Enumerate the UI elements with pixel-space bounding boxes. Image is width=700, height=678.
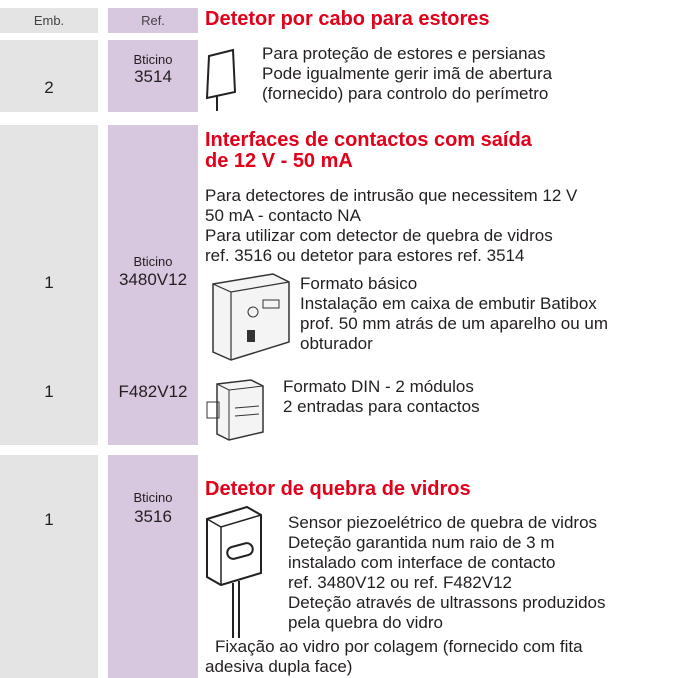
glass-break-icon — [206, 505, 262, 638]
item-line: Formato básico — [300, 274, 418, 293]
cable-detector-icon — [205, 48, 237, 111]
section-title-line: Interfaces de contactos com saída — [205, 129, 532, 151]
item-text: Sensor piezoelétrico de quebra de vidros… — [288, 513, 606, 633]
item-note: Fixação ao vidro por colagem (fornecido … — [215, 637, 583, 656]
item-line: pela quebra do vidro — [288, 613, 444, 632]
ref-code: F482V12 — [118, 382, 188, 401]
item-line: 2 entradas para contactos — [283, 397, 480, 416]
emb-bg — [0, 40, 98, 112]
description-line: Para proteção de estores e persianas — [262, 44, 546, 63]
item-line: instalado com interface de contacto — [288, 553, 556, 572]
ref-code: 3514 — [134, 67, 172, 86]
description-line: (fornecido) para controlo do perímetro — [262, 84, 549, 103]
description-line: Para utilizar com detector de quebra de … — [205, 226, 553, 245]
ref-brand: Bticino — [133, 254, 173, 269]
item-line: Deteção garantida num raio de 3 m — [288, 533, 555, 552]
ref-header-bg — [108, 8, 198, 33]
ref-code: 3480V12 — [118, 270, 188, 289]
emb-header-bg — [0, 8, 98, 33]
item-line: prof. 50 mm atrás de um aparelho ou um — [300, 314, 609, 333]
ref-brand: Bticino — [133, 52, 173, 67]
description-line: Pode igualmente gerir imã de abertura — [262, 64, 553, 83]
item-line: ref. 3480V12 ou ref. F482V12 — [288, 573, 512, 592]
emb-value: 2 — [44, 78, 54, 97]
item-line: Formato DIN - 2 módulos — [283, 377, 474, 396]
emb-value: 1 — [44, 273, 54, 292]
section-title-line: de 12 V - 50 mA — [205, 150, 353, 172]
item-line: Sensor piezoelétrico de quebra de vidros — [288, 513, 598, 532]
interface-module-image — [212, 273, 290, 361]
emb-bg — [0, 455, 98, 678]
ref-bg — [108, 40, 198, 112]
description: Para proteção de estores e persianas Pod… — [262, 44, 552, 104]
section-title: Detetor por cabo para estores — [205, 8, 490, 30]
ref-code: 3516 — [134, 507, 172, 526]
section-title: Detetor de quebra de vidros — [205, 478, 471, 500]
section-title: Interfaces de contactos com saída de 12 … — [205, 130, 532, 172]
ref-brand: Bticino — [133, 490, 173, 505]
emb-value: 1 — [44, 382, 54, 401]
item-note: adesiva dupla face) — [205, 657, 353, 676]
item-line: Deteção através de ultrassons produzidos — [288, 593, 606, 612]
ref-bg — [108, 125, 198, 445]
ref-bg — [108, 455, 198, 678]
description: Para detectores de intrusão que necessit… — [205, 186, 577, 266]
description-line: Para detectores de intrusão que necessit… — [205, 186, 578, 205]
item-text: Formato DIN - 2 módulos 2 entradas para … — [283, 377, 480, 417]
item-line: obturador — [300, 334, 373, 353]
emb-header: Emb. — [33, 13, 65, 28]
din-module-image — [206, 379, 264, 441]
description-line: 50 mA - contacto NA — [205, 206, 361, 225]
ref-header: Ref. — [141, 13, 165, 28]
item-line: Instalação em caixa de embutir Batibox — [300, 294, 597, 313]
emb-value: 1 — [44, 510, 54, 529]
description-line: ref. 3516 ou detetor para estores ref. 3… — [205, 246, 525, 265]
emb-bg — [0, 125, 98, 445]
item-text: Formato básico Instalação em caixa de em… — [300, 274, 608, 354]
